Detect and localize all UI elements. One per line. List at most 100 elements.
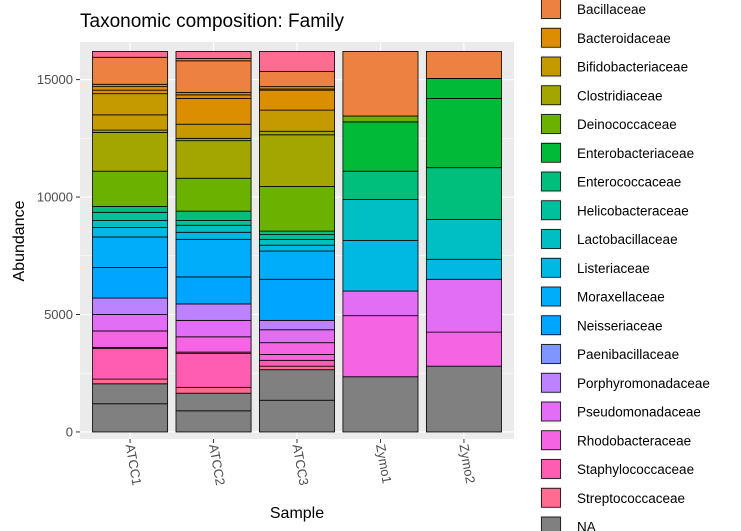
- bar-segment: [175, 276, 252, 305]
- x-tick-label: ATCC3: [290, 443, 312, 487]
- legend-swatch: [541, 487, 561, 508]
- bar-segment: [92, 403, 169, 433]
- legend-label: Clostridiaceae: [577, 88, 663, 103]
- legend-label: Bacteroidaceae: [577, 31, 671, 46]
- bar-segment: [175, 224, 252, 233]
- bar-segment: [175, 386, 252, 394]
- legend-swatch: [541, 0, 561, 19]
- legend-item: Bacillaceae: [540, 0, 646, 20]
- bar-segment: [342, 315, 419, 378]
- legend-item: Bacteroidaceae: [540, 26, 671, 49]
- bar-segment: [92, 86, 169, 91]
- bar-segment: [425, 331, 502, 367]
- legend-item: Lactobacillaceae: [540, 228, 678, 250]
- legend-item: Neisseriaceae: [540, 314, 663, 337]
- bar-segment: [342, 290, 419, 317]
- legend-swatch: [541, 114, 561, 134]
- legend-swatch: [541, 200, 561, 221]
- bar-segment: [425, 167, 502, 220]
- legend-item: Porphyromonadaceae: [540, 371, 710, 394]
- bar-segment: [92, 170, 169, 207]
- bar-segment: [92, 89, 169, 95]
- legend-item: NA: [540, 515, 596, 531]
- bar-segment: [259, 234, 335, 240]
- bar-segment: [92, 93, 169, 116]
- legend-item: Clostridiaceae: [540, 84, 663, 107]
- x-tick-label: ATCC2: [206, 443, 228, 487]
- bar-segment: [92, 236, 169, 268]
- legend-swatch: [541, 171, 561, 192]
- bar-segment: [175, 392, 252, 412]
- bar-segment: [259, 238, 335, 246]
- bar-segment: [175, 123, 252, 139]
- bar-segment: [342, 170, 419, 200]
- legend-label: Streptococcaceae: [577, 491, 685, 506]
- bar-segment: [175, 94, 252, 99]
- legend-item: Deinococcaceae: [540, 113, 677, 135]
- bar-segment: [175, 336, 252, 353]
- bar-segment: [425, 50, 502, 79]
- bar-segment: [92, 348, 169, 380]
- bar-segment: [92, 132, 169, 172]
- bar-segment: [175, 50, 252, 59]
- bar-segment: [342, 50, 419, 117]
- bar-segment: [92, 383, 169, 405]
- bars: [92, 50, 502, 433]
- chart-title: Taxonomic composition: Family: [80, 11, 344, 32]
- x-axis-title: Sample: [270, 505, 324, 522]
- legend-label: Enterococcaceae: [577, 175, 681, 190]
- bar-segment: [92, 220, 169, 228]
- bar-segment: [175, 231, 252, 240]
- bar-segment: [259, 250, 335, 280]
- bar-segment: [342, 376, 419, 433]
- bar-segment: [259, 244, 335, 252]
- legend-label: Rhodobacteraceae: [577, 433, 691, 448]
- legend-label: Deinococcaceae: [577, 117, 677, 132]
- legend-label: Porphyromonadaceae: [577, 376, 710, 391]
- bar-segment: [92, 378, 169, 385]
- legend-swatch: [541, 516, 561, 531]
- bar-segment: [425, 258, 502, 280]
- y-tick-label: 10000: [37, 190, 73, 205]
- legend-item: Moraxellaceae: [540, 285, 665, 308]
- bar-segment: [175, 140, 252, 179]
- legend-swatch: [541, 459, 561, 479]
- bar-ATCC1: [92, 50, 169, 433]
- bar-segment: [259, 359, 335, 367]
- legend-item: Pseudomonadaceae: [540, 400, 701, 423]
- bar-segment: [259, 134, 335, 187]
- legend: Bacillaceae Bacteroidaceae Bifidobacteriac…: [540, 0, 710, 531]
- y-tick-label: 15000: [37, 72, 73, 87]
- legend-swatch: [541, 344, 561, 364]
- x-tick-label: ATCC1: [123, 443, 145, 487]
- y-axis-title: Abundance: [11, 200, 28, 281]
- legend-swatch: [541, 85, 561, 106]
- legend-label: Moraxellaceae: [577, 290, 665, 305]
- legend-item: Helicobacteraceae: [540, 199, 689, 222]
- legend-item: Staphylococcaceae: [540, 458, 694, 480]
- bar-segment: [259, 70, 335, 88]
- bar-segment: [92, 267, 169, 299]
- bar-segment: [259, 109, 335, 132]
- bar-segment: [259, 369, 335, 401]
- legend-label: Bacillaceae: [577, 2, 646, 17]
- bar-segment: [175, 177, 252, 212]
- legend-swatch: [541, 401, 561, 422]
- bar-segment: [92, 297, 169, 315]
- bar-segment: [425, 78, 502, 99]
- bar-segment: [92, 114, 169, 131]
- legend-swatch: [541, 27, 561, 48]
- bar-segment: [259, 50, 335, 72]
- bar-segment: [92, 330, 169, 348]
- bar-segment: [425, 278, 502, 333]
- legend-swatch: [541, 142, 561, 163]
- bar-segment: [92, 206, 169, 213]
- bar-segment: [175, 238, 252, 278]
- legend-item: Listeriaceae: [540, 256, 650, 279]
- bar-segment: [259, 354, 335, 361]
- bar-segment: [342, 115, 419, 123]
- legend-label: Paenibacillaceae: [577, 347, 679, 362]
- legend-item: Enterococcaceae: [540, 170, 681, 193]
- bar-segment: [259, 278, 335, 321]
